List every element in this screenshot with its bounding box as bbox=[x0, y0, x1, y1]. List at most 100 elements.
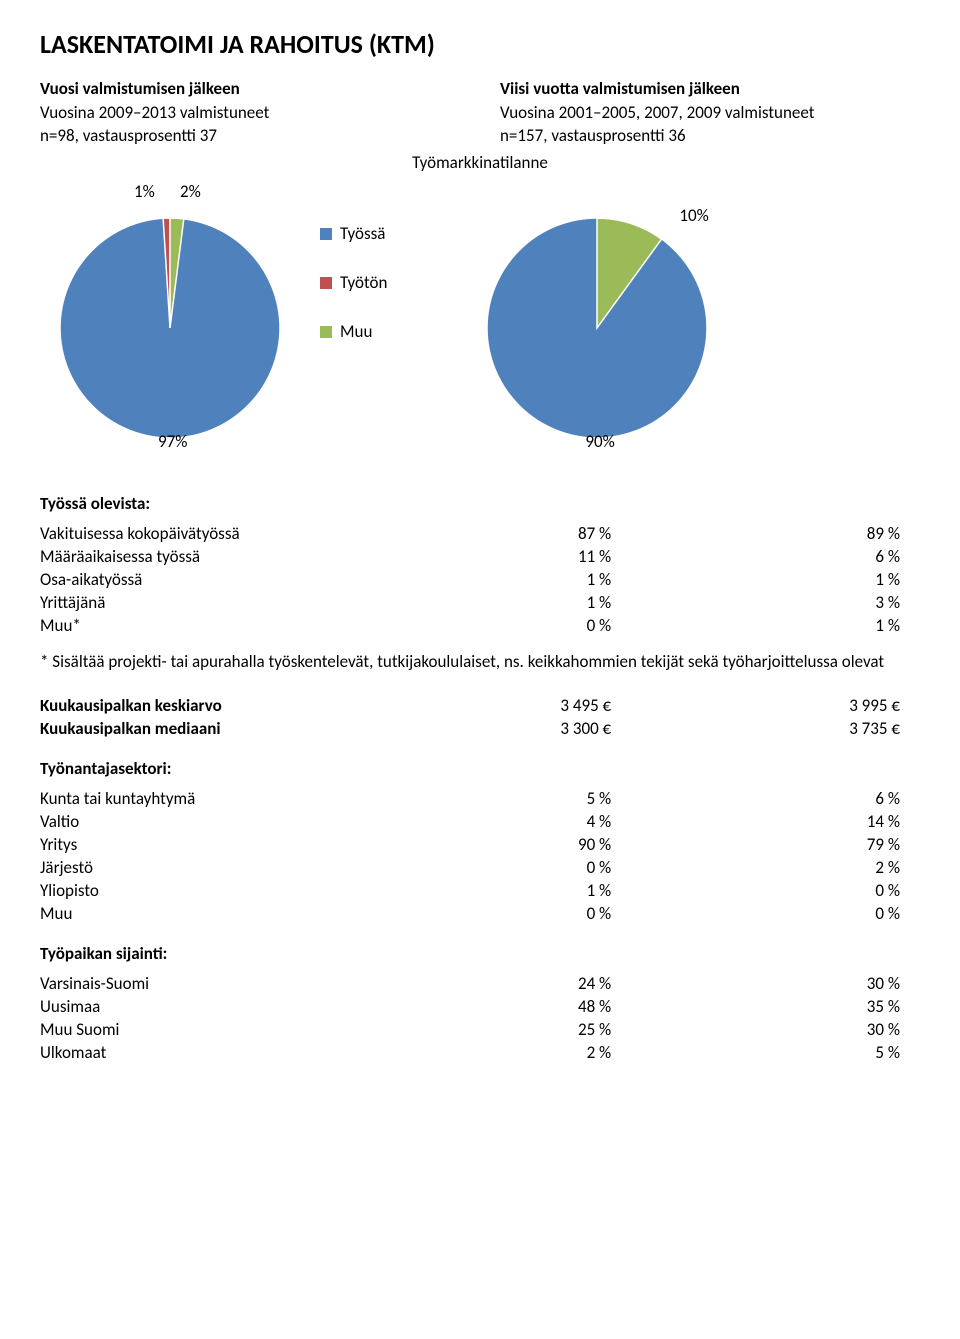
row-label: Yliopisto bbox=[40, 879, 462, 902]
row-v2: 0 % bbox=[691, 879, 920, 902]
row-label: Varsinais-Suomi bbox=[40, 972, 462, 995]
table-row: Muu*0 %1 % bbox=[40, 614, 920, 637]
table-row: Ulkomaat2 %5 % bbox=[40, 1041, 920, 1064]
section-label: Työmarkkinatilanne bbox=[40, 152, 920, 173]
legend: Työssä Työtön Muu bbox=[320, 223, 387, 342]
legend-item: Muu bbox=[320, 321, 387, 342]
row-label: Ulkomaat bbox=[40, 1041, 462, 1064]
row-label: Kuukausipalkan keskiarvo bbox=[40, 694, 462, 717]
row-label: Yrittäjänä bbox=[40, 591, 462, 614]
header-columns: Vuosi valmistumisen jälkeen Vuosina 2009… bbox=[40, 78, 920, 148]
row-label: Muu bbox=[40, 902, 462, 925]
row-v2: 89 % bbox=[691, 522, 920, 545]
swatch-tyossa bbox=[320, 228, 332, 240]
table-row: Yritys90 %79 % bbox=[40, 833, 920, 856]
table-row: Yrittäjänä1 %3 % bbox=[40, 591, 920, 614]
row-v2: 6 % bbox=[691, 787, 920, 810]
pie-right-10pct: 10% bbox=[679, 205, 708, 226]
row-label: Vakituisessa kokopäivätyössä bbox=[40, 522, 462, 545]
table-row: Valtio4 %14 % bbox=[40, 810, 920, 833]
pie-right-block: 10% 90% bbox=[447, 183, 787, 443]
row-label: Yritys bbox=[40, 833, 462, 856]
row-v2: 0 % bbox=[691, 902, 920, 925]
row-v1: 11 % bbox=[462, 545, 691, 568]
row-v1: 1 % bbox=[462, 879, 691, 902]
row-label: Muu* bbox=[40, 614, 462, 637]
left-col-line2: n=98, vastausprosentti 37 bbox=[40, 125, 460, 146]
row-v1: 1 % bbox=[462, 591, 691, 614]
legend-label: Työssä bbox=[340, 223, 385, 244]
location-heading: Työpaikan sijainti: bbox=[40, 943, 920, 964]
right-col: Viisi vuotta valmistumisen jälkeen Vuosi… bbox=[500, 78, 920, 148]
row-v2: 5 % bbox=[691, 1041, 920, 1064]
salary-table: Kuukausipalkan keskiarvo3 495 €3 995 €Ku… bbox=[40, 694, 920, 740]
row-v1: 48 % bbox=[462, 995, 691, 1018]
right-col-line2: n=157, vastausprosentti 36 bbox=[500, 125, 920, 146]
legend-item: Työtön bbox=[320, 272, 387, 293]
left-col-line1: Vuosina 2009–2013 valmistuneet bbox=[40, 102, 460, 123]
left-col: Vuosi valmistumisen jälkeen Vuosina 2009… bbox=[40, 78, 460, 148]
location-table: Varsinais-Suomi24 %30 %Uusimaa48 %35 %Mu… bbox=[40, 972, 920, 1064]
table-row: Osa-aikatyössä1 %1 % bbox=[40, 568, 920, 591]
pie-left-block: 1% 2% 97% bbox=[40, 183, 300, 443]
table-row: Muu0 %0 % bbox=[40, 902, 920, 925]
row-v2: 30 % bbox=[691, 1018, 920, 1041]
row-v2: 3 % bbox=[691, 591, 920, 614]
swatch-tyoton bbox=[320, 277, 332, 289]
row-v1: 4 % bbox=[462, 810, 691, 833]
pie-left-main-pct: 97% bbox=[158, 431, 187, 452]
left-col-heading: Vuosi valmistumisen jälkeen bbox=[40, 78, 460, 99]
row-label: Uusimaa bbox=[40, 995, 462, 1018]
row-label: Järjestö bbox=[40, 856, 462, 879]
sector-table: Kunta tai kuntayhtymä5 %6 %Valtio4 %14 %… bbox=[40, 787, 920, 925]
row-v2: 79 % bbox=[691, 833, 920, 856]
pie-right-main-pct: 90% bbox=[585, 431, 614, 452]
pie-left-1pct: 1% bbox=[134, 181, 155, 202]
footnote: * Sisältää projekti- tai apurahalla työs… bbox=[40, 651, 920, 672]
row-v1: 0 % bbox=[462, 902, 691, 925]
row-label: Kuukausipalkan mediaani bbox=[40, 717, 462, 740]
row-v1: 24 % bbox=[462, 972, 691, 995]
row-label: Määräaikaisessa työssä bbox=[40, 545, 462, 568]
table-row: Varsinais-Suomi24 %30 % bbox=[40, 972, 920, 995]
row-v2: 1 % bbox=[691, 568, 920, 591]
row-v2: 6 % bbox=[691, 545, 920, 568]
row-v2: 14 % bbox=[691, 810, 920, 833]
page-title: LASKENTATOIMI JA RAHOITUS (KTM) bbox=[40, 28, 920, 60]
row-v1: 2 % bbox=[462, 1041, 691, 1064]
row-v1: 1 % bbox=[462, 568, 691, 591]
row-v1: 87 % bbox=[462, 522, 691, 545]
row-label: Kunta tai kuntayhtymä bbox=[40, 787, 462, 810]
row-v1: 3 495 € bbox=[462, 694, 691, 717]
row-v1: 5 % bbox=[462, 787, 691, 810]
row-v1: 3 300 € bbox=[462, 717, 691, 740]
row-v2: 2 % bbox=[691, 856, 920, 879]
tyossa-table: Vakituisessa kokopäivätyössä87 %89 %Määr… bbox=[40, 522, 920, 637]
table-row: Kuukausipalkan keskiarvo3 495 €3 995 € bbox=[40, 694, 920, 717]
table-row: Kunta tai kuntayhtymä5 %6 % bbox=[40, 787, 920, 810]
table-row: Uusimaa48 %35 % bbox=[40, 995, 920, 1018]
row-v2: 1 % bbox=[691, 614, 920, 637]
row-label: Osa-aikatyössä bbox=[40, 568, 462, 591]
pie-left-2pct: 2% bbox=[180, 181, 201, 202]
table-row: Järjestö0 %2 % bbox=[40, 856, 920, 879]
row-label: Muu Suomi bbox=[40, 1018, 462, 1041]
row-v2: 35 % bbox=[691, 995, 920, 1018]
table-row: Vakituisessa kokopäivätyössä87 %89 % bbox=[40, 522, 920, 545]
legend-label: Työtön bbox=[340, 272, 387, 293]
tyossa-heading: Työssä olevista: bbox=[40, 493, 920, 514]
legend-item: Työssä bbox=[320, 223, 387, 244]
table-row: Määräaikaisessa työssä11 %6 % bbox=[40, 545, 920, 568]
swatch-muu bbox=[320, 326, 332, 338]
row-v2: 3 995 € bbox=[691, 694, 920, 717]
right-col-line1: Vuosina 2001–2005, 2007, 2009 valmistune… bbox=[500, 102, 920, 123]
row-v1: 25 % bbox=[462, 1018, 691, 1041]
right-col-heading: Viisi vuotta valmistumisen jälkeen bbox=[500, 78, 920, 99]
table-row: Yliopisto1 %0 % bbox=[40, 879, 920, 902]
charts-area: 1% 2% 97% Työssä Työtön Muu 10% bbox=[40, 183, 920, 443]
row-v1: 0 % bbox=[462, 614, 691, 637]
legend-label: Muu bbox=[340, 321, 372, 342]
row-v1: 0 % bbox=[462, 856, 691, 879]
pie-left-svg bbox=[40, 183, 300, 443]
sector-heading: Työnantajasektori: bbox=[40, 758, 920, 779]
